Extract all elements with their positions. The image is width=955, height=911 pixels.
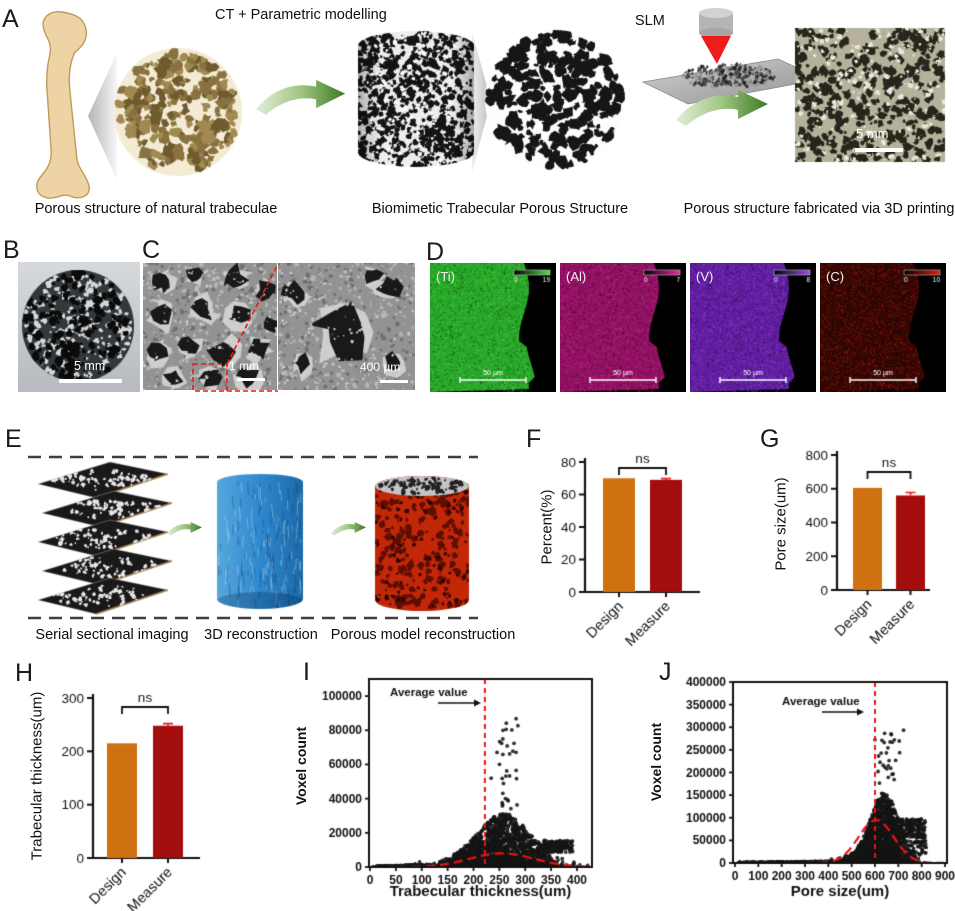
- panel-j-scatter-canvas: [665, 653, 955, 911]
- caption-3d-printed-structure: Porous structure fabricated via 3D print…: [683, 201, 955, 217]
- panel-i-scatter-canvas: [310, 653, 608, 911]
- eds-map-label-v: (V): [696, 269, 714, 284]
- panel-b-scale-label: 5 mm: [74, 359, 106, 373]
- panel-letter-h: H: [15, 659, 34, 687]
- panel-a-texture-canvas: [0, 0, 955, 230]
- panel-g-y-axis-label: Pore size(um): [772, 477, 790, 571]
- eds-map-c-canvas: [820, 263, 946, 392]
- panel-h-y-axis-label: Trabecular thickness(um): [28, 691, 46, 861]
- slm-label: SLM: [635, 13, 665, 29]
- eds-map-ti-canvas: [430, 263, 556, 392]
- panel-j-y-axis-label: Voxel count: [648, 722, 664, 802]
- panel-f-bar-chart-canvas: [533, 448, 713, 653]
- panel-letter-f: F: [526, 425, 542, 453]
- panel-letter-g: G: [760, 425, 780, 453]
- panel-b-photo-canvas: [18, 262, 140, 392]
- eds-map-al-canvas: [560, 263, 686, 392]
- caption-porous-model-reconstruction: Porous model reconstruction: [330, 627, 516, 643]
- photo-scale-label: 5 mm: [856, 126, 889, 141]
- panel-letter-a: A: [2, 5, 19, 33]
- eds-map-label-c: (C): [826, 269, 845, 284]
- eds-map-v-canvas: [690, 263, 816, 392]
- eds-map-label-ti: (Ti): [436, 269, 456, 284]
- panel-letter-i: I: [303, 658, 310, 686]
- process-label: CT + Parametric modelling: [215, 7, 387, 23]
- eds-map-label-al: (Al): [566, 269, 587, 284]
- panel-h-bar-chart-canvas: [53, 678, 233, 911]
- panel-letter-j: J: [659, 658, 672, 686]
- panel-c-scale-label-left: 1 mm: [229, 359, 259, 373]
- panel-letter-b: B: [3, 236, 20, 264]
- panel-g-bar-chart-canvas: [783, 448, 955, 653]
- panel-f-y-axis-label: Percent(%): [538, 489, 556, 565]
- panel-c-scale-label-right: 400 µm: [360, 360, 401, 374]
- panel-c-sem-high-mag-canvas: [278, 263, 415, 390]
- caption-serial-sectional-imaging: Serial sectional imaging: [35, 627, 189, 643]
- panel-e-reconstruction-canvas: [30, 455, 480, 620]
- caption-3d-reconstruction: 3D reconstruction: [204, 627, 318, 643]
- panel-letter-c: C: [142, 236, 161, 264]
- panel-i-y-axis-label: Voxel count: [293, 726, 309, 806]
- panel-letter-e: E: [5, 425, 22, 453]
- caption-natural-trabeculae: Porous structure of natural trabeculae: [34, 201, 278, 217]
- caption-biomimetic-structure: Biomimetic Trabecular Porous Structure: [371, 201, 629, 217]
- panel-letter-d: D: [426, 238, 445, 266]
